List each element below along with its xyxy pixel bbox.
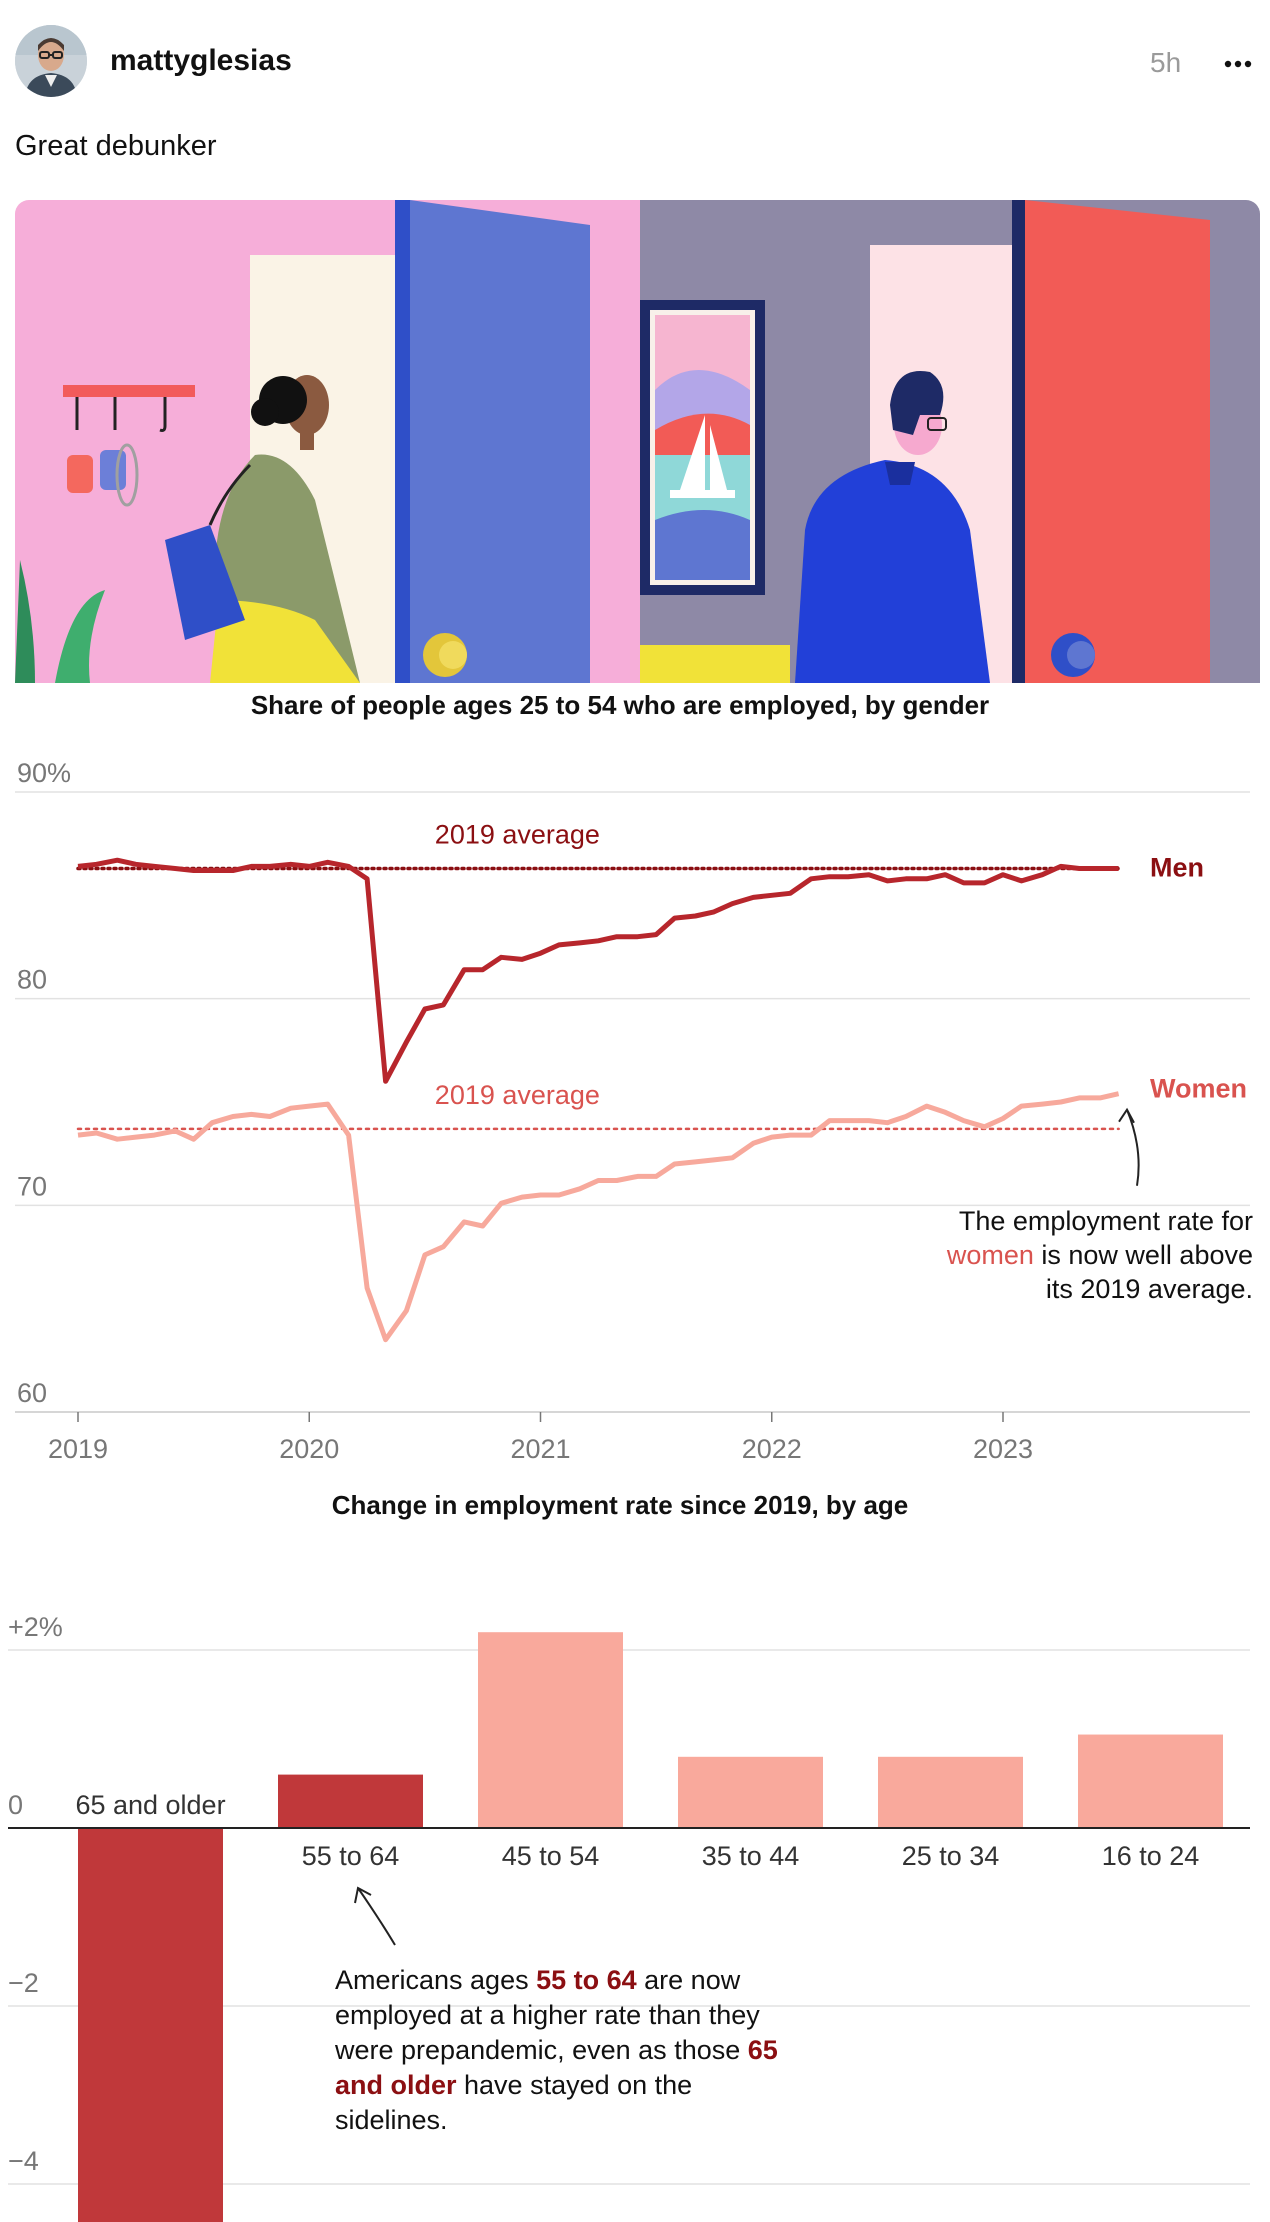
article-illustration[interactable] <box>15 200 1260 683</box>
x-tick-label: 2020 <box>279 1434 339 1464</box>
annotation-line: Americans ages 55 to 64 are now <box>335 1965 741 1995</box>
category-label: 55 to 64 <box>302 1841 400 1871</box>
category-label: 16 to 24 <box>1102 1841 1200 1871</box>
annotation-arrowhead <box>1118 1107 1135 1124</box>
y-tick-label: 0 <box>8 1790 23 1820</box>
x-tick-label: 2022 <box>742 1434 802 1464</box>
office-return-illustration <box>15 200 1260 683</box>
category-label: 65 and older <box>75 1790 225 1820</box>
chart1-title: Share of people ages 25 to 54 who are em… <box>250 690 990 720</box>
annotation-text: are now <box>637 1965 741 1995</box>
bar <box>678 1756 823 1828</box>
average-label: 2019 average <box>435 819 600 849</box>
series-label-women: Women <box>1150 1074 1247 1104</box>
more-options-button[interactable] <box>1218 36 1258 76</box>
series-line-women <box>77 1091 1120 1343</box>
annotation-line: its 2019 average. <box>1046 1274 1253 1304</box>
annotation-text: Americans ages <box>335 1965 536 1995</box>
x-tick-label: 2019 <box>48 1434 108 1464</box>
y-tick-label: 80 <box>17 965 47 995</box>
post-header: mattyglesias 5h <box>0 0 1270 130</box>
y-tick-label: −2 <box>8 1968 39 1998</box>
y-tick-label: +2% <box>8 1612 63 1642</box>
bar <box>878 1756 1023 1828</box>
post-text: Great debunker <box>15 130 217 162</box>
x-tick-label: 2023 <box>973 1434 1033 1464</box>
bar <box>278 1774 423 1828</box>
chart2-title: Change in employment rate since 2019, by… <box>331 1490 909 1520</box>
series-label-men: Men <box>1150 852 1204 882</box>
annotation-arrowhead <box>354 1886 372 1904</box>
post-timestamp: 5h <box>1150 47 1182 78</box>
more-dots-icon <box>1224 60 1252 68</box>
bar <box>78 1828 223 2222</box>
average-label: 2019 average <box>435 1080 600 1110</box>
annotation-arrow <box>1126 1109 1140 1186</box>
bar <box>478 1632 623 1828</box>
bar <box>1078 1734 1223 1828</box>
annotation-line: women is now well above <box>946 1240 1253 1270</box>
username[interactable]: mattyglesias <box>110 44 292 77</box>
annotation-highlight: 65 <box>748 2035 778 2065</box>
annotation-line: employed at a higher rate than they <box>335 2000 760 2030</box>
avatar-photo <box>15 25 87 97</box>
annotation-arrow <box>357 1887 396 1946</box>
annotation-highlight: 55 to 64 <box>536 1965 637 1995</box>
annotation-text: is now well above <box>1034 1240 1253 1270</box>
annotation-line: were prepandemic, even as those 65 <box>334 2035 778 2065</box>
employment-change-by-age-chart: +2% 0 −2 −4 65 and older 55 to 64 45 to 54 35 t… <box>8 1612 1250 2222</box>
annotation-text: sidelines. <box>335 2105 448 2135</box>
category-label: 25 to 34 <box>902 1841 1000 1871</box>
annotation-line: The employment rate for <box>959 1206 1253 1236</box>
annotation-line: sidelines. <box>335 2105 448 2135</box>
x-tick-label: 2021 <box>510 1434 570 1464</box>
annotation-text: have stayed on the <box>457 2070 693 2100</box>
category-label: 35 to 44 <box>702 1841 800 1871</box>
y-tick-label: 70 <box>17 1171 47 1201</box>
category-label: 45 to 54 <box>502 1841 600 1871</box>
annotation-text: were prepandemic, even as those <box>334 2035 748 2065</box>
avatar[interactable] <box>15 25 87 97</box>
y-tick-label: −4 <box>8 2146 39 2176</box>
annotation-line: and older have stayed on the <box>335 2070 692 2100</box>
series-line-men <box>77 857 1119 1084</box>
y-tick-label: 90% <box>17 758 71 788</box>
annotation-text: employed at a higher rate than they <box>335 2000 760 2030</box>
y-tick-label: 60 <box>17 1378 47 1408</box>
annotation-highlight: women <box>946 1240 1034 1270</box>
annotation-highlight: and older <box>335 2070 457 2100</box>
